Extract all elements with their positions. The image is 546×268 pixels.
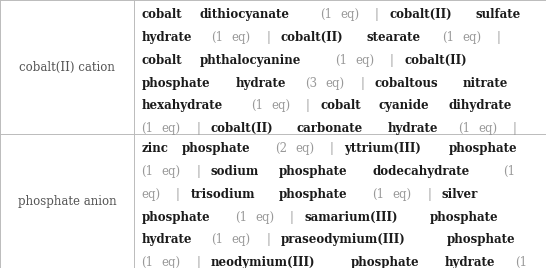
Text: cobalt(II): cobalt(II) — [404, 54, 467, 67]
Text: eq): eq) — [162, 256, 181, 268]
Text: cobalt: cobalt — [321, 99, 361, 112]
Text: (1: (1 — [141, 165, 153, 178]
Text: trisodium: trisodium — [191, 188, 255, 201]
Text: dihydrate: dihydrate — [449, 99, 512, 112]
Text: eq): eq) — [232, 31, 251, 44]
Text: cyanide: cyanide — [378, 99, 429, 112]
Text: phosphate: phosphate — [141, 211, 210, 224]
Text: |: | — [360, 77, 364, 90]
Text: hexahydrate: hexahydrate — [141, 99, 223, 112]
Text: (1: (1 — [141, 256, 153, 268]
Text: (1: (1 — [251, 99, 263, 112]
Text: cobaltous: cobaltous — [375, 77, 438, 90]
Text: phosphate: phosphate — [181, 142, 250, 155]
Text: nitrate: nitrate — [462, 77, 508, 90]
Text: eq): eq) — [295, 142, 314, 155]
Text: cobalt(II): cobalt(II) — [211, 122, 274, 135]
Text: dodecahydrate: dodecahydrate — [372, 165, 470, 178]
Text: cobalt(II): cobalt(II) — [390, 8, 452, 21]
Text: |: | — [330, 142, 334, 155]
Text: phosphate anion: phosphate anion — [17, 195, 116, 207]
Text: |: | — [196, 256, 200, 268]
Text: eq): eq) — [478, 122, 497, 135]
Text: sodium: sodium — [211, 165, 259, 178]
Text: (3: (3 — [305, 77, 318, 90]
Text: carbonate: carbonate — [297, 122, 363, 135]
Text: (1: (1 — [503, 165, 515, 178]
Text: stearate: stearate — [367, 31, 421, 44]
Text: sulfate: sulfate — [476, 8, 521, 21]
Text: (1: (1 — [211, 31, 223, 44]
Text: eq): eq) — [462, 31, 481, 44]
Text: (1: (1 — [442, 31, 454, 44]
Text: cobalt: cobalt — [141, 54, 182, 67]
Text: eq): eq) — [162, 122, 181, 135]
Text: (2: (2 — [275, 142, 287, 155]
Text: phosphate: phosphate — [279, 188, 348, 201]
Text: cobalt(II) cation: cobalt(II) cation — [19, 61, 115, 73]
Text: praseodymium(III): praseodymium(III) — [281, 233, 406, 246]
Text: cobalt: cobalt — [141, 8, 182, 21]
Text: |: | — [496, 31, 500, 44]
Text: |: | — [390, 54, 394, 67]
Text: samarium(III): samarium(III) — [304, 211, 397, 224]
Text: eq): eq) — [355, 54, 375, 67]
Text: (1: (1 — [211, 233, 223, 246]
Text: hydrate: hydrate — [141, 233, 192, 246]
Text: dithiocyanate: dithiocyanate — [199, 8, 289, 21]
Text: zinc: zinc — [141, 142, 168, 155]
Text: |: | — [513, 122, 517, 135]
Text: eq): eq) — [341, 8, 360, 21]
Text: |: | — [427, 188, 431, 201]
Text: eq): eq) — [271, 99, 290, 112]
Text: hydrate: hydrate — [141, 31, 192, 44]
Text: phthalocyanine: phthalocyanine — [199, 54, 301, 67]
Text: yttrium(III): yttrium(III) — [345, 142, 421, 155]
Text: |: | — [266, 233, 270, 246]
Text: (1: (1 — [320, 8, 332, 21]
Text: |: | — [289, 211, 293, 224]
Text: hydrate: hydrate — [388, 122, 438, 135]
Text: phosphate: phosphate — [351, 256, 420, 268]
Text: silver: silver — [442, 188, 478, 201]
Text: cobalt(II): cobalt(II) — [281, 31, 343, 44]
Text: |: | — [266, 31, 270, 44]
Text: hydrate: hydrate — [235, 77, 286, 90]
Text: |: | — [306, 99, 310, 112]
Text: |: | — [176, 188, 180, 201]
Text: (1: (1 — [458, 122, 470, 135]
Text: (1: (1 — [515, 256, 527, 268]
Text: |: | — [196, 122, 200, 135]
Text: eq): eq) — [141, 188, 161, 201]
Text: phosphate: phosphate — [278, 165, 347, 178]
Text: |: | — [375, 8, 379, 21]
Text: |: | — [196, 165, 200, 178]
Text: hydrate: hydrate — [445, 256, 495, 268]
Text: phosphate: phosphate — [430, 211, 499, 224]
Text: neodymium(III): neodymium(III) — [211, 256, 316, 268]
Text: (1: (1 — [141, 122, 153, 135]
Text: phosphate: phosphate — [141, 77, 210, 90]
Text: (1: (1 — [235, 211, 247, 224]
Text: eq): eq) — [326, 77, 345, 90]
Text: phosphate: phosphate — [449, 142, 518, 155]
Text: eq): eq) — [232, 233, 251, 246]
Text: eq): eq) — [255, 211, 274, 224]
Text: phosphate: phosphate — [447, 233, 516, 246]
Text: eq): eq) — [393, 188, 412, 201]
Text: (1: (1 — [372, 188, 384, 201]
Text: eq): eq) — [162, 165, 181, 178]
Text: (1: (1 — [335, 54, 347, 67]
